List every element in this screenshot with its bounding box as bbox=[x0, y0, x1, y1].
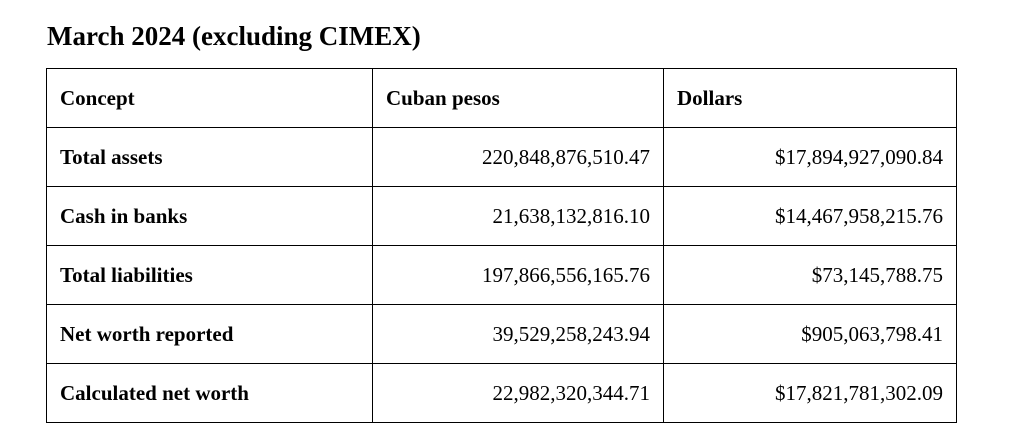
row-concept: Cash in banks bbox=[46, 186, 373, 246]
row-dollars: $905,063,798.41 bbox=[663, 304, 957, 364]
table-row: Net worth reported 39,529,258,243.94 $90… bbox=[46, 304, 957, 364]
row-pesos: 220,848,876,510.47 bbox=[372, 127, 664, 187]
row-dollars: $17,821,781,302.09 bbox=[663, 363, 957, 423]
row-pesos: 21,638,132,816.10 bbox=[372, 186, 664, 246]
table-row: Calculated net worth 22,982,320,344.71 $… bbox=[46, 363, 957, 423]
row-dollars: $17,894,927,090.84 bbox=[663, 127, 957, 187]
row-concept: Calculated net worth bbox=[46, 363, 373, 423]
header-concept: Concept bbox=[46, 68, 373, 128]
row-concept: Total liabilities bbox=[46, 245, 373, 305]
table-row: Cash in banks 21,638,132,816.10 $14,467,… bbox=[46, 186, 957, 246]
header-cuban-pesos: Cuban pesos bbox=[372, 68, 664, 128]
row-concept: Net worth reported bbox=[46, 304, 373, 364]
table-row: Total liabilities 197,866,556,165.76 $73… bbox=[46, 245, 957, 305]
page-title: March 2024 (excluding CIMEX) bbox=[47, 21, 421, 51]
row-pesos: 39,529,258,243.94 bbox=[372, 304, 664, 364]
row-pesos: 197,866,556,165.76 bbox=[372, 245, 664, 305]
row-pesos: 22,982,320,344.71 bbox=[372, 363, 664, 423]
row-dollars: $14,467,958,215.76 bbox=[663, 186, 957, 246]
financial-table: Concept Cuban pesos Dollars Total assets… bbox=[46, 68, 957, 423]
header-dollars: Dollars bbox=[663, 68, 957, 128]
row-dollars: $73,145,788.75 bbox=[663, 245, 957, 305]
table-header-row: Concept Cuban pesos Dollars bbox=[46, 68, 957, 128]
row-concept: Total assets bbox=[46, 127, 373, 187]
table-row: Total assets 220,848,876,510.47 $17,894,… bbox=[46, 127, 957, 187]
